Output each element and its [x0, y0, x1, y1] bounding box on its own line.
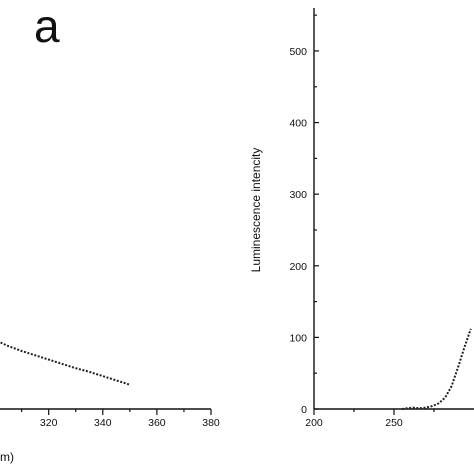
panel-a-x-tick-label: 340	[94, 417, 112, 429]
panel-a: a 320 340 360 380 m)	[0, 0, 220, 464]
panel-a-series-line	[0, 341, 131, 386]
panel-b-y-axis-label: Luminescence intencity	[249, 148, 263, 273]
panel-b-y-tick-label: 300	[289, 189, 307, 201]
panel-b-series-line	[401, 328, 472, 410]
panel-a-x-tick-label: 380	[202, 417, 220, 429]
panel-letter: a	[34, 0, 60, 52]
panel-b-x-ticks: 200 250	[305, 409, 435, 429]
panel-b-y-tick-label: 400	[289, 118, 307, 130]
panel-b-x-tick-label: 200	[305, 417, 323, 429]
panel-b-y-ticks: 0 100 200 300 400 500	[289, 14, 319, 416]
panel-b-y-tick-label: 200	[289, 261, 307, 273]
panel-a-x-tick-label: 360	[148, 417, 166, 429]
panel-b-x-tick-label: 250	[385, 417, 403, 429]
panel-a-x-ticks: 320 340 360 380	[21, 409, 220, 429]
panel-b-y-tick-label: 100	[289, 332, 307, 344]
panel-b: 0 100 200 300 400 500 200 250 Luminescence int…	[249, 8, 474, 429]
panel-b-y-tick-label: 500	[289, 46, 307, 58]
panel-a-x-tick-label: 320	[40, 417, 58, 429]
panel-b-y-tick-label: 0	[301, 404, 307, 416]
panel-a-x-axis-label: m)	[0, 450, 14, 464]
